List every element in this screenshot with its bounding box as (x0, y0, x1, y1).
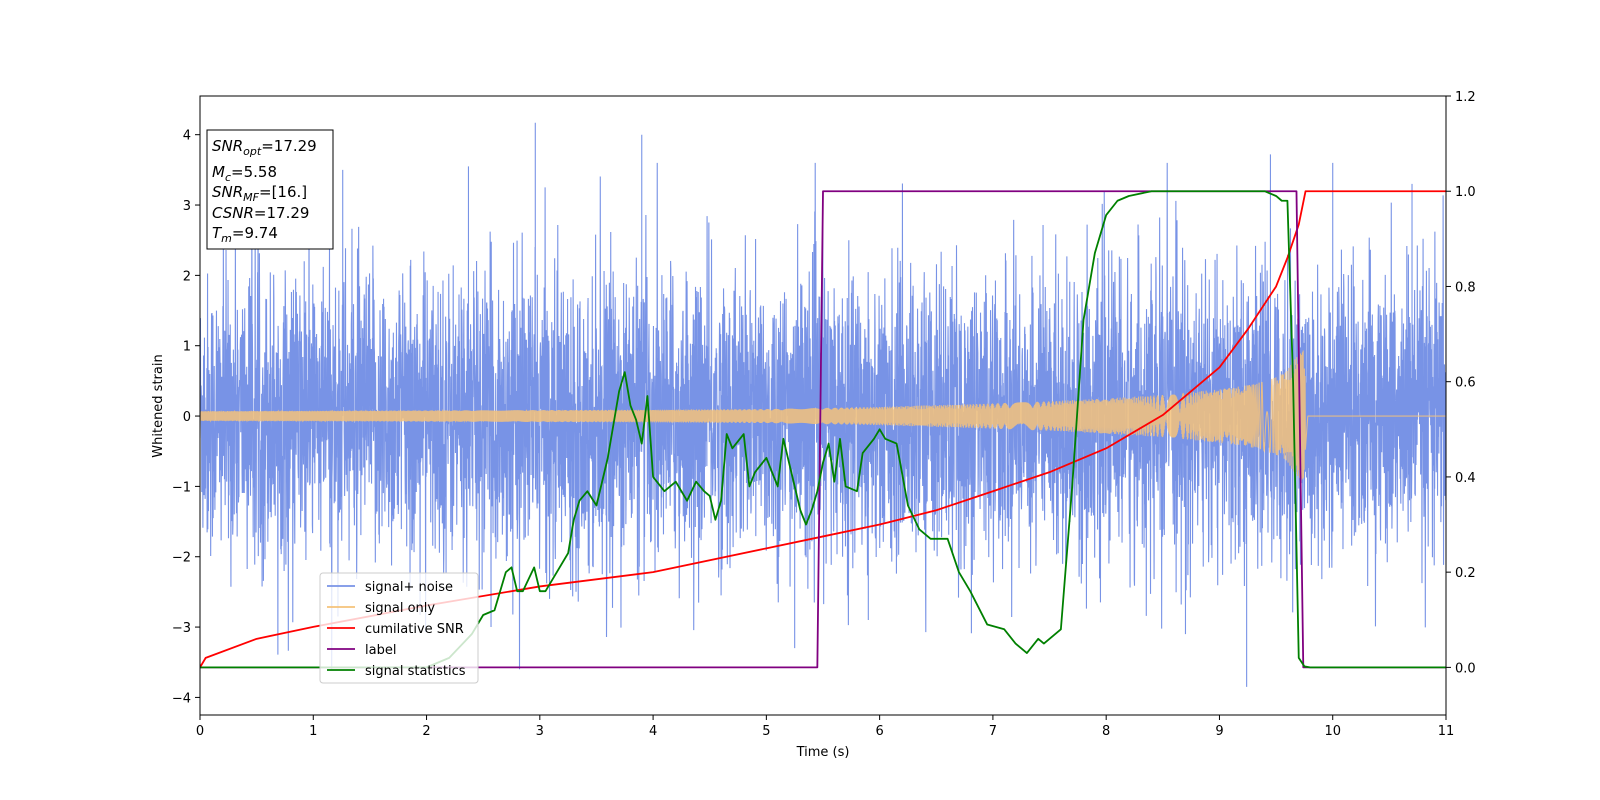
y-axis-label: Whitened strain (151, 354, 166, 457)
series-signal-only-line (200, 350, 1446, 480)
info-box: SNRopt=17.29 Mc=5.58SNRMF=[16.]CSNR=17.29… (206, 129, 334, 250)
info-line: SNRMF=[16.] (212, 183, 307, 204)
y-tick-label: −4 (172, 691, 191, 706)
axes-frame (199, 95, 1447, 716)
info-box-frame (206, 129, 334, 250)
y-tick-label: 2 (183, 269, 191, 284)
series-signal-statistics-line (200, 190, 1446, 669)
info-line: SNRopt=17.29 (212, 137, 317, 158)
x-tick-label: 6 (875, 724, 883, 739)
info-line: Mc=5.58 (212, 163, 277, 184)
y-tick-label: −1 (172, 480, 191, 495)
ticks: 0 1 2 3 4 5 6 7 8 9 10 11 −4 −3 −2 −1 0 1 2 3 4 0.0 0.2 0.4 0.6 0… (172, 90, 1476, 739)
plot-area (200, 122, 1446, 687)
legend-label: cumilative SNR (365, 622, 464, 637)
legend-label: signal only (365, 601, 435, 616)
y-tick-label: 0 (183, 410, 191, 425)
y2-tick-label: 0.8 (1455, 280, 1476, 295)
y2-tick-label: 1.2 (1455, 90, 1476, 105)
legend-label: signal+ noise (365, 580, 453, 595)
x-tick-label: 1 (309, 724, 317, 739)
legend: signal+ noise signal only cumilative SNR la… (319, 572, 479, 684)
legend-frame (319, 572, 479, 684)
legend-label: signal statistics (365, 664, 466, 679)
y2-tick-label: 0.6 (1455, 376, 1476, 391)
y-tick-label: −3 (172, 621, 191, 636)
y2-tick-label: 0.0 (1455, 661, 1476, 676)
info-line: Tm=9.74 (212, 224, 278, 245)
legend-label: label (365, 643, 396, 658)
x-tick-label: 11 (1438, 724, 1455, 739)
x-tick-label: 5 (762, 724, 770, 739)
x-axis-label: Time (s) (796, 745, 850, 760)
info-line: CSNR=17.29 (212, 204, 309, 222)
y-tick-label: 4 (183, 129, 191, 144)
y2-tick-label: 1.0 (1455, 185, 1476, 200)
y-tick-label: 3 (183, 199, 191, 214)
x-tick-label: 0 (196, 724, 204, 739)
series-signal-plus-noise-line (200, 122, 1446, 687)
y-tick-label: −2 (172, 551, 191, 566)
x-tick-label: 3 (536, 724, 544, 739)
x-tick-label: 7 (989, 724, 997, 739)
y2-tick-label: 0.4 (1455, 471, 1476, 486)
x-tick-label: 8 (1102, 724, 1110, 739)
x-tick-label: 2 (422, 724, 430, 739)
x-tick-label: 9 (1215, 724, 1223, 739)
x-tick-label: 4 (649, 724, 657, 739)
y2-tick-label: 0.2 (1455, 566, 1476, 581)
y-tick-label: 1 (183, 340, 191, 355)
x-tick-label: 10 (1324, 724, 1341, 739)
